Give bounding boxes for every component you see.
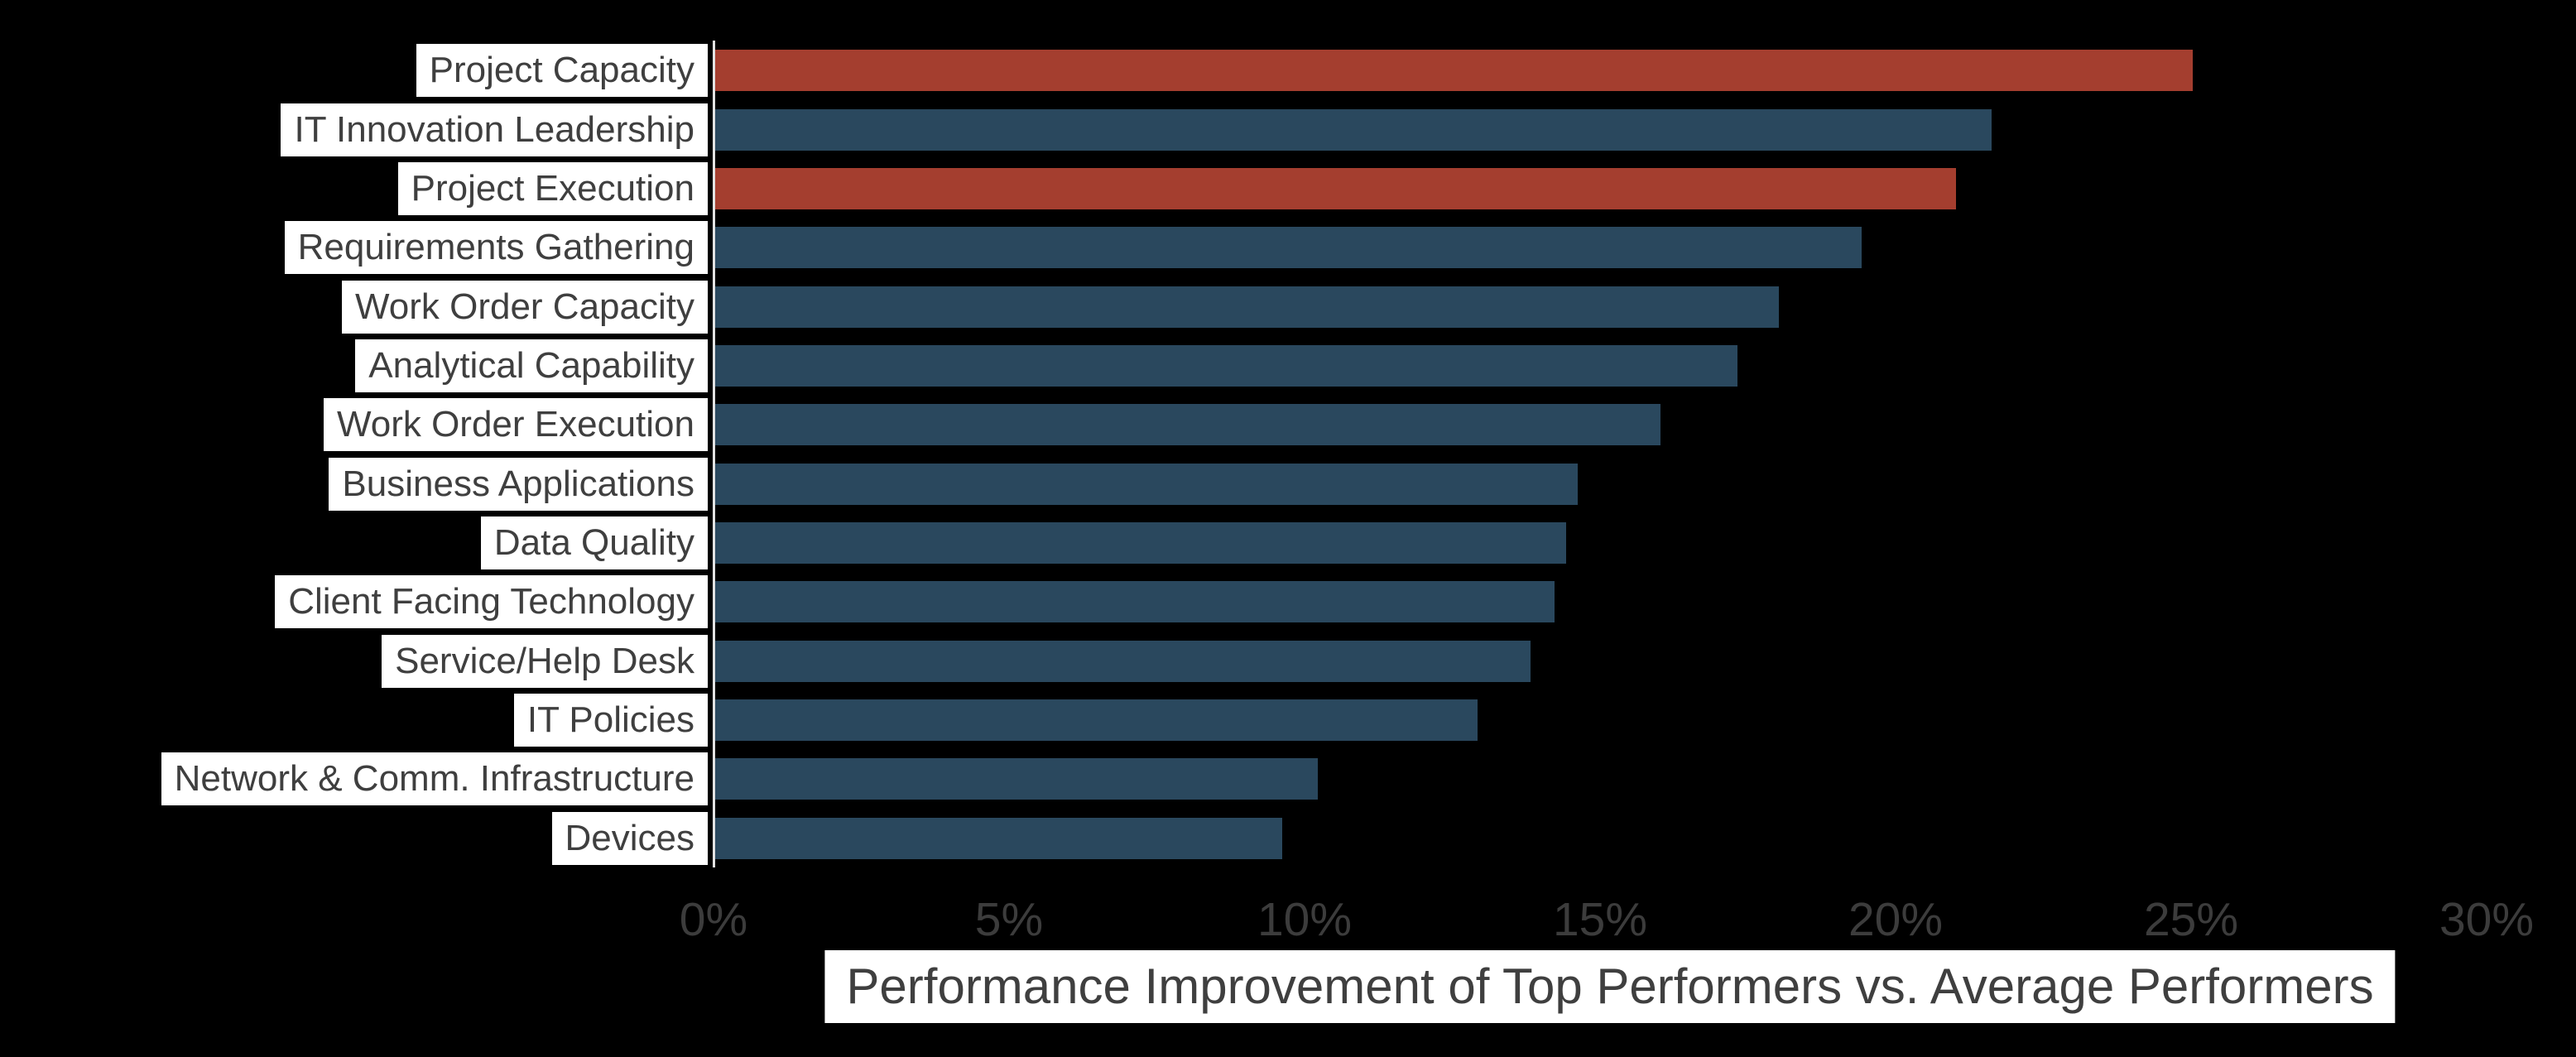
category-label: Project Execution	[397, 161, 708, 215]
bar	[715, 699, 1478, 742]
category-label: Data Quality	[480, 516, 708, 569]
x-tick-label: 0%	[679, 893, 748, 946]
x-tick-label: 20%	[1848, 893, 1944, 946]
category-label: Business Applications	[329, 457, 708, 511]
bar	[715, 404, 1661, 446]
bar	[715, 227, 1862, 269]
x-tick-label: 5%	[974, 893, 1044, 946]
category-label: Work Order Execution	[323, 398, 708, 452]
bar	[715, 521, 1567, 564]
bar	[715, 50, 2193, 92]
category-label: Network & Comm. Infrastructure	[161, 752, 708, 806]
x-axis-label: Performance Improvement of Top Performer…	[824, 950, 2396, 1023]
bar	[715, 167, 1957, 209]
category-label: Devices	[551, 811, 708, 865]
category-label: Service/Help Desk	[382, 634, 708, 688]
category-label: Project Capacity	[416, 44, 708, 98]
bar	[715, 344, 1738, 387]
bar	[715, 758, 1319, 800]
category-label: IT Policies	[513, 694, 708, 747]
category-label: Requirements Gathering	[284, 221, 708, 275]
bar	[715, 108, 1992, 151]
y-axis-line	[713, 41, 715, 867]
x-tick-label: 25%	[2143, 893, 2239, 946]
x-tick-label: 30%	[2439, 893, 2535, 946]
category-label: Client Facing Technology	[275, 575, 708, 629]
bar	[715, 817, 1283, 859]
x-tick-label: 15%	[1552, 893, 1648, 946]
bar	[715, 286, 1780, 328]
x-tick-label: 10%	[1257, 893, 1353, 946]
bar	[715, 640, 1531, 682]
category-label: IT Innovation Leadership	[281, 103, 708, 156]
category-label: Analytical Capability	[355, 339, 708, 392]
bar	[715, 463, 1579, 505]
bar	[715, 581, 1555, 623]
category-label: Work Order Capacity	[342, 280, 708, 334]
